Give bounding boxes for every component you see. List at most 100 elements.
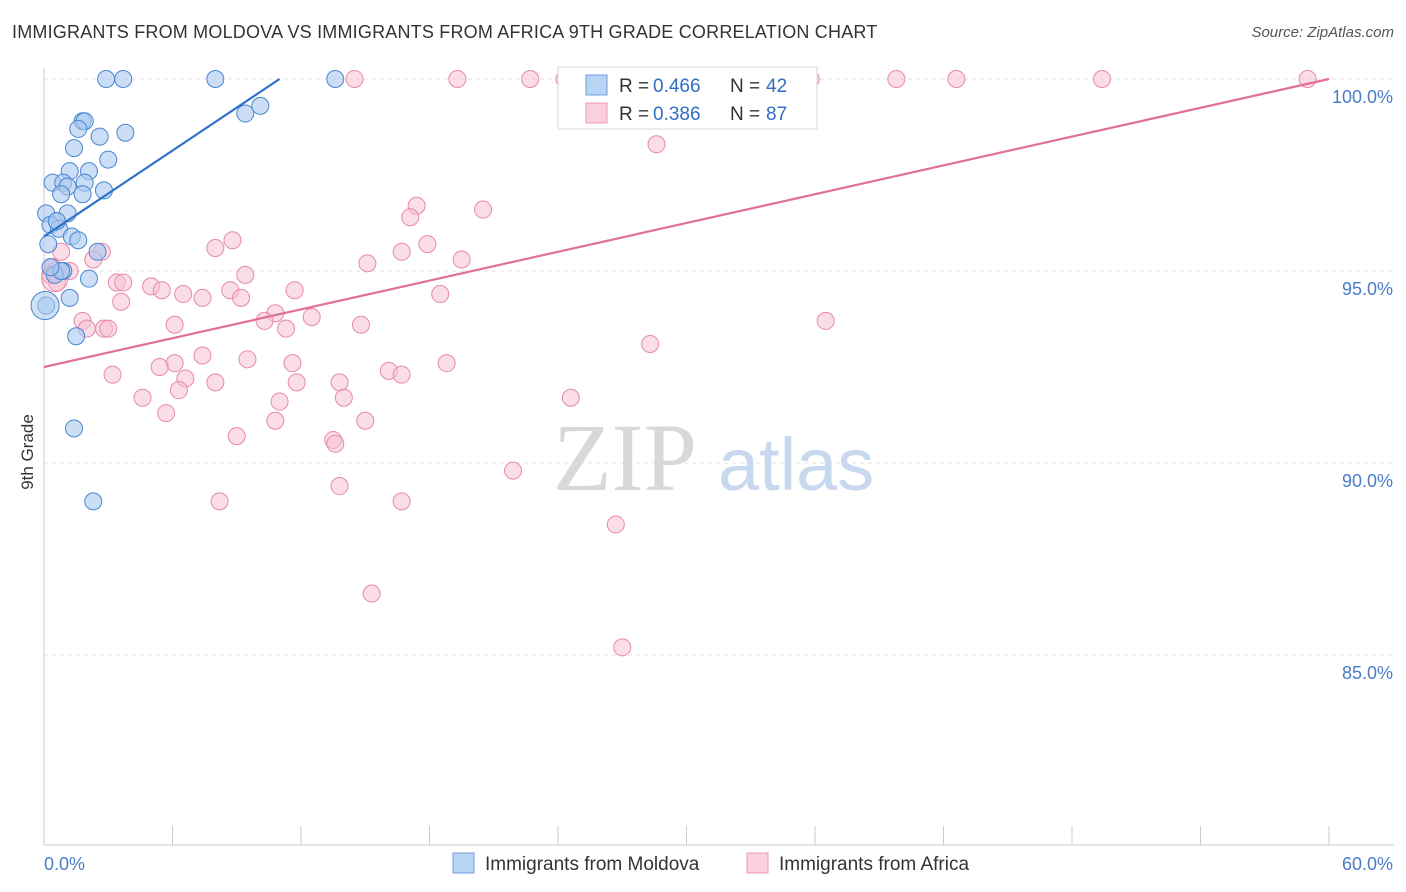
point-africa [613, 638, 632, 657]
legend-r-label-moldova: R = [619, 76, 649, 97]
bottom-legend: Immigrants from Moldova Immigrants from … [452, 852, 969, 875]
point-africa [206, 238, 225, 257]
point-africa [133, 388, 152, 407]
point-africa [474, 200, 493, 219]
bottom-legend-label-moldova: Immigrants from Moldova [485, 854, 700, 875]
point-africa [165, 315, 184, 334]
point-africa [392, 365, 411, 384]
point-africa [326, 434, 345, 453]
point-moldova [236, 104, 255, 123]
point-africa [285, 281, 304, 300]
y-tick-label: 85.0% [1342, 663, 1393, 683]
point-moldova [99, 150, 118, 169]
point-africa [330, 477, 349, 496]
legend-n-value-africa: 87 [766, 104, 787, 125]
point-africa [392, 242, 411, 261]
x-tick-label-max: 60.0% [1342, 854, 1393, 874]
point-africa [150, 358, 169, 376]
point-africa [887, 70, 906, 88]
point-africa [114, 273, 133, 292]
point-africa [356, 411, 375, 430]
point-moldova [88, 242, 107, 261]
point-africa [504, 461, 523, 480]
point-africa [283, 354, 302, 373]
y-axis-label: 9th Grade [18, 414, 37, 490]
moldova-points [30, 70, 345, 511]
point-moldova [73, 185, 92, 204]
bottom-legend-label-africa: Immigrants from Africa [779, 854, 969, 875]
trendline-moldova [43, 78, 281, 238]
point-africa [112, 292, 131, 311]
point-africa [431, 285, 450, 304]
point-africa [255, 311, 274, 330]
y-tick-labels: 100.0% 95.0% 90.0% 85.0% [1332, 87, 1393, 683]
point-africa [193, 288, 212, 307]
point-africa [392, 492, 411, 511]
legend-swatch-africa [585, 102, 608, 124]
point-moldova [69, 119, 88, 138]
point-moldova [60, 288, 79, 307]
point-africa [270, 392, 289, 411]
point-africa [345, 70, 364, 88]
legend-r-value-moldova: 0.466 [653, 76, 701, 97]
point-africa [1092, 70, 1111, 88]
point-africa [206, 373, 225, 392]
point-africa [152, 281, 171, 300]
point-moldova [30, 291, 60, 321]
point-africa [287, 373, 306, 392]
point-moldova [64, 419, 83, 438]
point-moldova [52, 185, 71, 204]
point-africa [521, 70, 540, 88]
point-moldova [326, 70, 345, 88]
point-africa [437, 354, 456, 373]
point-africa [334, 388, 353, 407]
point-moldova [116, 123, 135, 142]
point-africa [157, 404, 176, 423]
watermark-atlas: atlas [718, 423, 874, 506]
point-africa [266, 411, 285, 430]
point-africa [351, 315, 370, 334]
africa-points [41, 70, 1317, 657]
point-africa [277, 319, 296, 338]
point-africa [238, 350, 257, 369]
point-moldova [69, 231, 88, 250]
watermark-zip: ZIP [553, 404, 697, 511]
point-africa [606, 515, 625, 534]
y-tick-label: 95.0% [1342, 279, 1393, 299]
point-moldova [251, 96, 270, 115]
point-africa [210, 492, 229, 511]
point-africa [223, 231, 242, 250]
point-moldova [41, 258, 60, 277]
point-moldova [84, 492, 103, 511]
point-africa [641, 334, 660, 353]
legend-n-label-africa: N = [730, 104, 760, 125]
legend-n-label-moldova: N = [730, 76, 760, 97]
x-tick-labels: 0.0% 60.0% [44, 854, 1393, 874]
source-label: Source: ZipAtlas.com [1251, 24, 1394, 41]
legend-r-value-africa: 0.386 [653, 104, 701, 125]
point-africa [647, 135, 666, 154]
point-moldova [114, 70, 133, 88]
point-africa [358, 254, 377, 273]
point-africa [169, 381, 188, 400]
point-moldova [39, 235, 58, 254]
y-tick-label: 100.0% [1332, 87, 1393, 107]
y-tick-label: 90.0% [1342, 471, 1393, 491]
point-africa [232, 288, 251, 307]
point-africa [362, 584, 381, 603]
chart-title: IMMIGRANTS FROM MOLDOVA VS IMMIGRANTS FR… [12, 22, 878, 42]
point-moldova [97, 70, 116, 88]
legend: R = 0.466 N = 42 R = 0.386 N = 87 [557, 66, 818, 130]
legend-swatch-moldova [585, 74, 608, 96]
point-africa [448, 70, 467, 88]
point-africa [227, 427, 246, 446]
point-moldova [90, 127, 109, 146]
point-africa [452, 250, 471, 269]
bottom-legend-swatch-moldova [452, 852, 475, 874]
point-africa [193, 346, 212, 365]
point-africa [174, 285, 193, 304]
trendline-africa [43, 77, 1330, 369]
point-moldova [67, 327, 86, 346]
point-moldova [206, 70, 225, 88]
point-africa [165, 354, 184, 373]
